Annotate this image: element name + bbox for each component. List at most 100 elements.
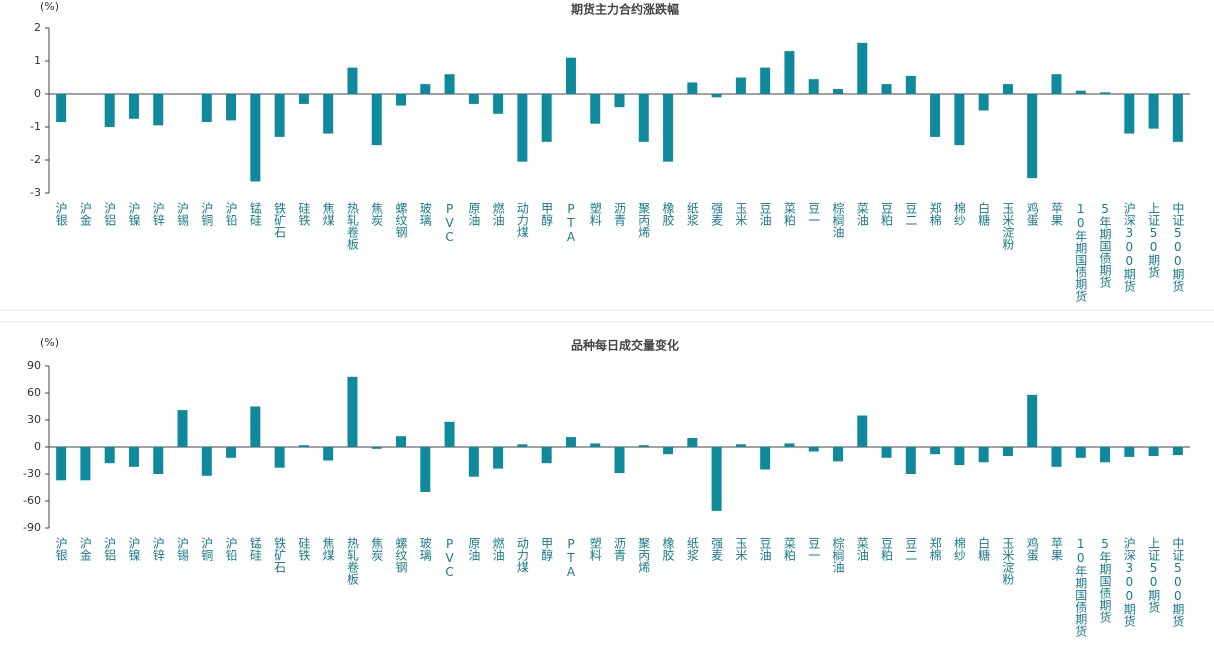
x-tick-label: 沪银 <box>54 202 68 226</box>
bar <box>590 94 601 124</box>
x-tick-label: 焦炭 <box>370 537 384 562</box>
x-tick-label: 沪深300期货 <box>1122 537 1136 628</box>
x-tick-label: 白糖 <box>977 536 991 562</box>
bar <box>201 94 212 123</box>
y-tick-label: -60 <box>23 494 41 507</box>
bar <box>663 94 674 162</box>
y-tick-label: -30 <box>23 467 41 480</box>
x-tick-label: 动力煤 <box>515 537 529 573</box>
bar <box>517 94 528 162</box>
x-tick-label: 橡胶 <box>661 202 675 227</box>
bar <box>638 445 649 447</box>
x-tick-label: 沪金 <box>78 202 92 226</box>
bar <box>857 42 868 94</box>
bar <box>177 410 188 447</box>
bar <box>517 444 528 447</box>
bar <box>226 447 237 458</box>
x-tick-label: 螺纹钢 <box>394 537 408 573</box>
x-tick-label: 沪铅 <box>224 202 238 226</box>
bar <box>687 438 698 447</box>
x-tick-label: 10年期国债期货 <box>1074 202 1088 303</box>
bar <box>1051 74 1062 94</box>
bar <box>396 436 407 447</box>
bar <box>760 447 771 470</box>
x-tick-label: 菜油 <box>855 537 869 561</box>
x-tick-label: 沪深300期货 <box>1122 202 1136 293</box>
bar <box>978 94 989 111</box>
x-tick-label: 纸浆 <box>685 202 699 226</box>
x-tick-label: 豆二 <box>904 202 918 226</box>
x-tick-label: 锰硅 <box>248 201 262 226</box>
y-tick-label: -1 <box>30 120 41 133</box>
x-tick-label: 豆油 <box>758 537 772 561</box>
x-tick-label: 上证50期货 <box>1147 202 1161 279</box>
x-tick-label: 白糖 <box>977 201 991 227</box>
x-tick-label: 豆粕 <box>880 202 894 226</box>
bar <box>250 406 261 447</box>
x-tick-label: 豆粕 <box>880 537 894 561</box>
x-tick-label: 菜油 <box>855 202 869 226</box>
bar <box>1075 447 1086 458</box>
x-tick-label: 塑料 <box>588 536 602 561</box>
y-axis-label: (%) <box>40 336 59 349</box>
x-tick-label: 硅铁 <box>297 537 311 561</box>
bar <box>128 94 139 119</box>
bar <box>274 447 285 468</box>
x-tick-label: 沪铜 <box>200 202 214 226</box>
y-tick-label: 0 <box>34 440 41 453</box>
x-tick-label: 螺纹钢 <box>394 202 408 238</box>
bar <box>250 94 261 182</box>
bar <box>663 447 674 455</box>
x-tick-label: PVC <box>443 537 457 579</box>
y-tick-label: 60 <box>27 386 41 399</box>
bar <box>56 447 67 481</box>
x-tick-label: 原油 <box>467 537 481 561</box>
x-tick-label: 燃油 <box>491 536 505 561</box>
x-tick-label: 鸡蛋 <box>1025 536 1039 562</box>
bar <box>1172 447 1183 456</box>
x-tick-label: 纸浆 <box>685 537 699 561</box>
x-tick-label: 沪金 <box>78 537 92 561</box>
x-tick-label: 甲醇 <box>540 202 554 226</box>
bar <box>493 447 504 469</box>
bar <box>881 84 892 94</box>
x-tick-label: 塑料 <box>588 201 602 226</box>
x-tick-label: 郑棉 <box>928 201 942 226</box>
y-tick-label: 90 <box>27 359 41 372</box>
y-tick-label: -90 <box>23 521 41 534</box>
x-tick-label: 硅铁 <box>297 202 311 226</box>
bar <box>808 79 819 94</box>
bar <box>153 94 164 126</box>
y-tick-label: 2 <box>34 21 41 34</box>
bar <box>1002 84 1013 94</box>
bar <box>226 94 237 121</box>
x-tick-label: 玉米 <box>734 537 748 561</box>
x-tick-label: 苹果 <box>1049 537 1063 561</box>
bar <box>541 447 552 464</box>
x-tick-label: 鸡蛋 <box>1025 201 1039 227</box>
bar <box>1075 90 1086 94</box>
x-tick-label: 沥青 <box>613 537 627 562</box>
bar <box>298 94 309 104</box>
bar <box>735 77 746 94</box>
x-tick-label: 5年期国债期货 <box>1098 202 1112 289</box>
x-tick-label: 热轧卷板 <box>345 537 359 586</box>
x-tick-label: 沪锡 <box>176 537 190 562</box>
bar <box>493 94 504 114</box>
bar <box>298 445 309 447</box>
x-tick-label: 焦炭 <box>370 202 384 227</box>
x-tick-label: 上证50期货 <box>1147 537 1161 614</box>
bar <box>1148 94 1159 129</box>
x-tick-label: PVC <box>443 202 457 244</box>
x-tick-label: 玉米 <box>734 202 748 226</box>
chart-title: 期货主力合约涨跌幅 <box>571 2 679 17</box>
bar <box>420 447 431 492</box>
x-tick-label: 棉纱 <box>952 537 966 561</box>
bar <box>1148 447 1159 456</box>
bar <box>1124 447 1135 457</box>
x-tick-label: 锰硅 <box>248 536 262 561</box>
y-tick-label: 1 <box>34 54 41 67</box>
bar <box>347 67 358 94</box>
bar <box>930 94 941 137</box>
